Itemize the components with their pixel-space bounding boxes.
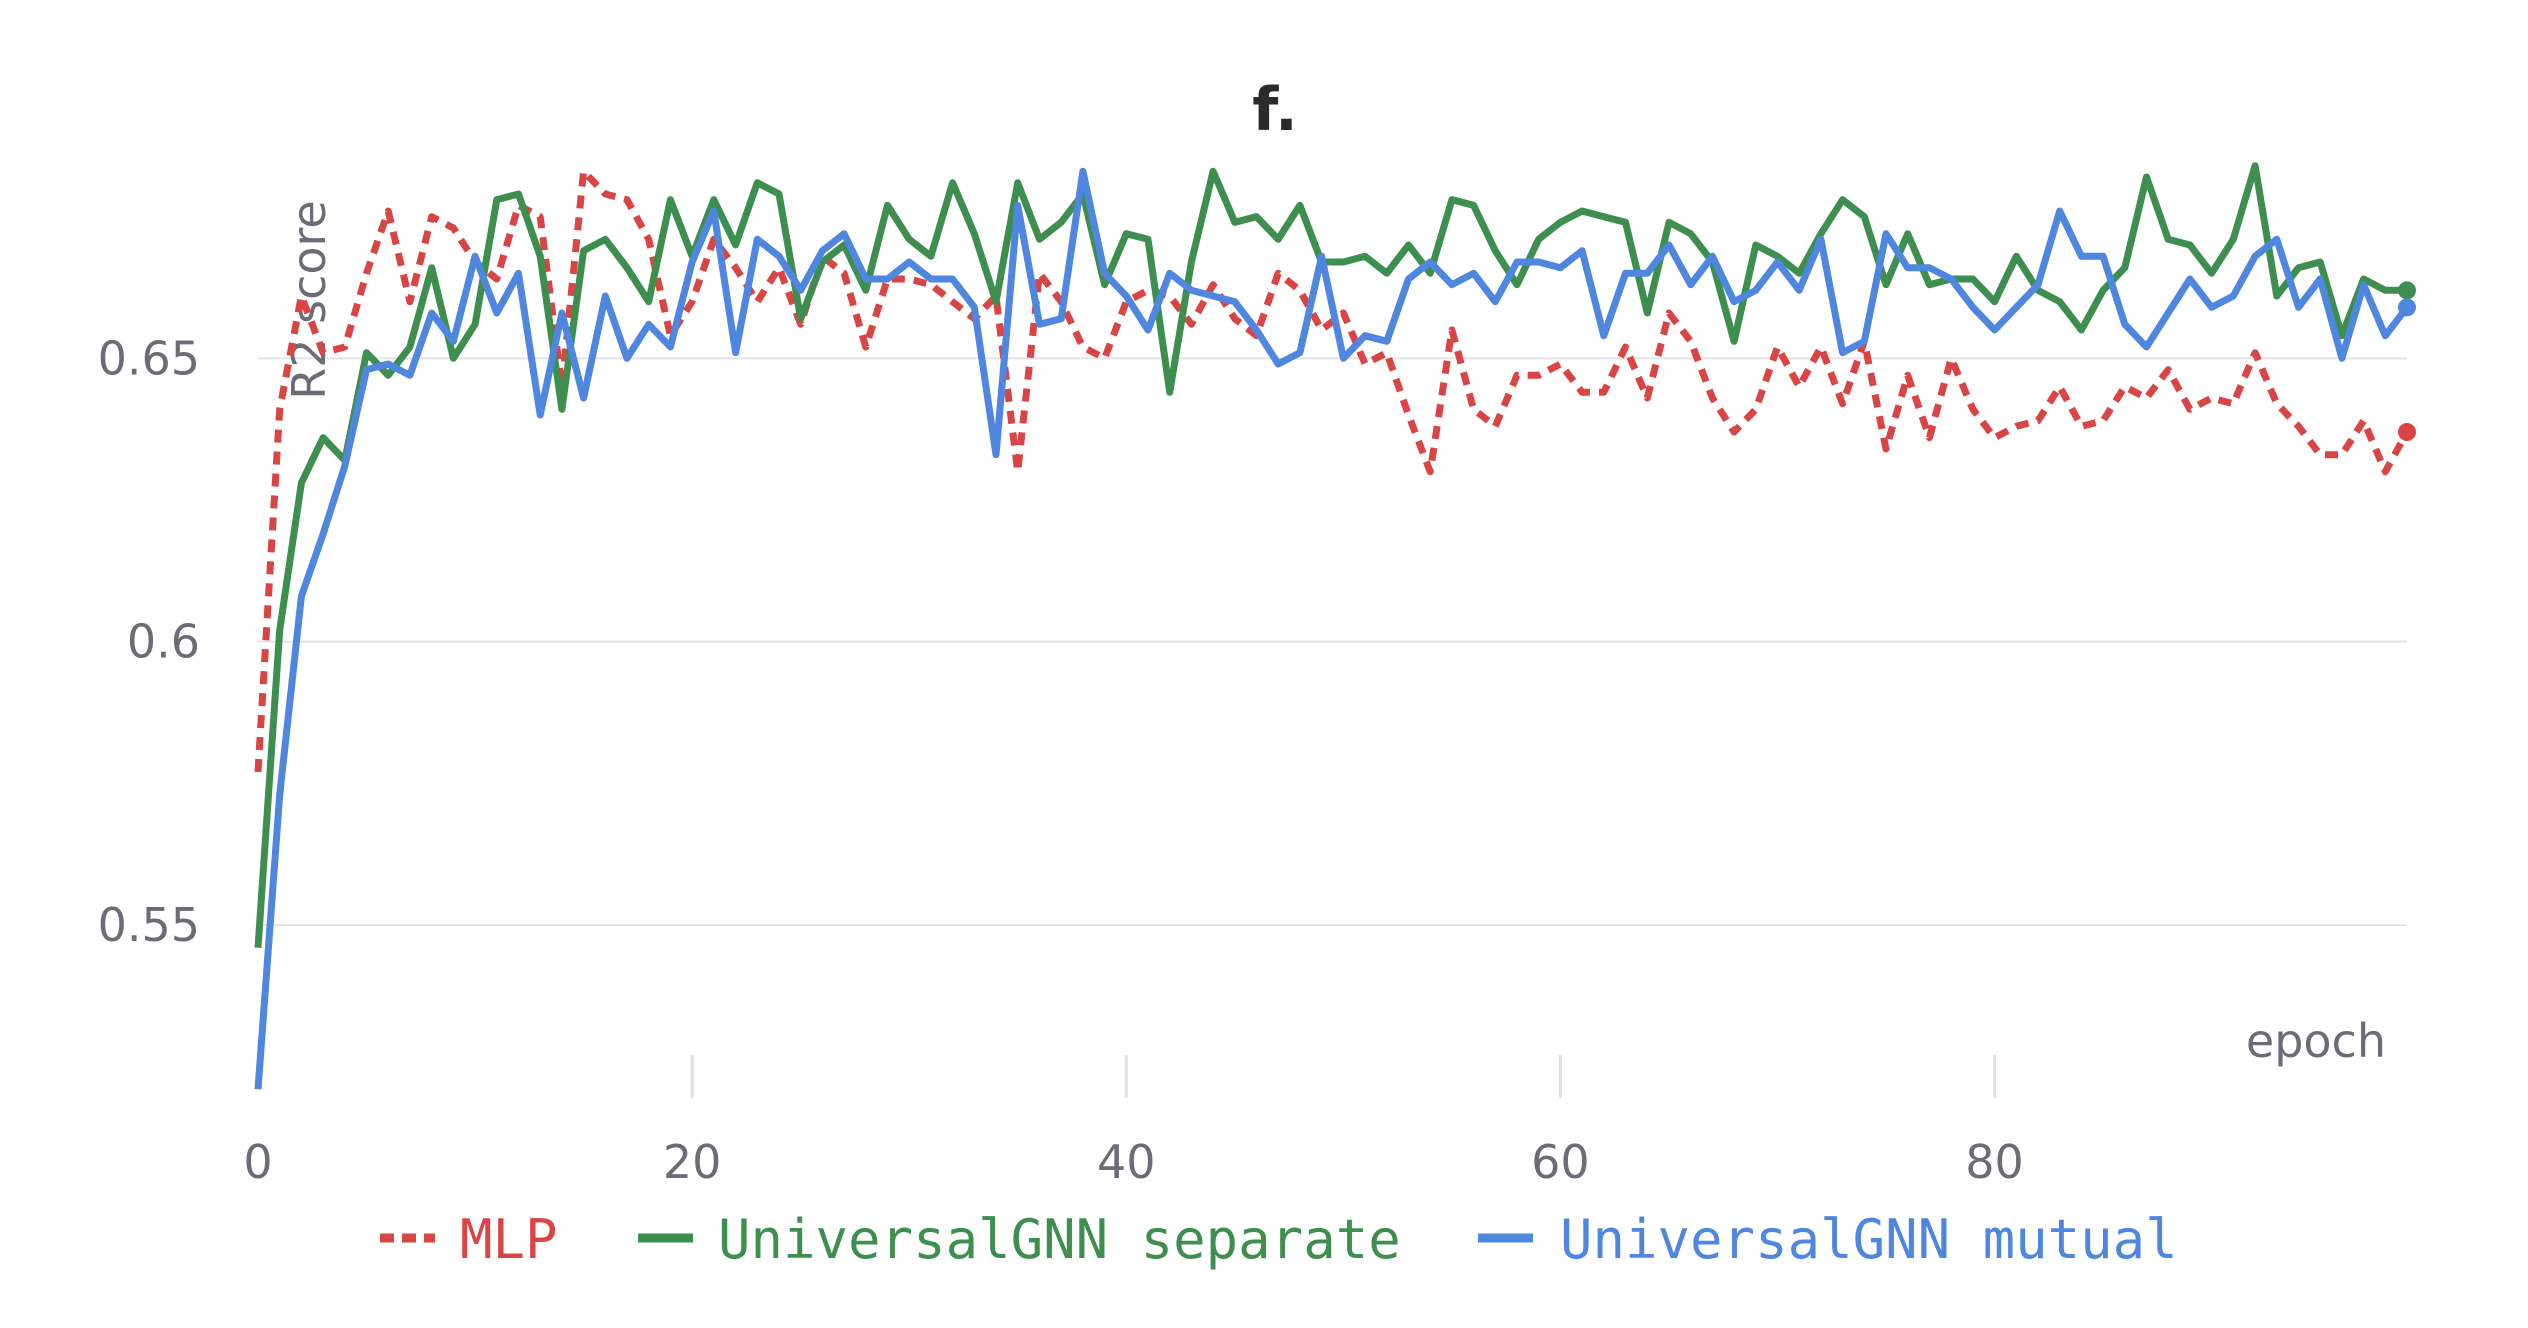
- series-end-point-0: [2398, 423, 2416, 441]
- legend-label: UniversalGNN separate: [718, 1208, 1401, 1271]
- legend-item-0: MLP: [380, 1208, 558, 1271]
- x-tick-label: 80: [1965, 1135, 2024, 1189]
- y-tick-label: 0.55: [98, 898, 200, 952]
- series-end-point-1: [2398, 281, 2416, 300]
- y-axis: 0.55 0.6 0.65: [98, 331, 200, 952]
- legend-label: UniversalGNN mutual: [1560, 1208, 2178, 1271]
- legend-item-2: UniversalGNN mutual: [1478, 1208, 2178, 1271]
- series-layer: [254, 162, 2416, 1090]
- x-tick-label: 20: [663, 1135, 722, 1189]
- chart-title: f.: [1252, 75, 1298, 145]
- y-tick-label: 0.65: [98, 331, 200, 385]
- series-line-2: [254, 167, 2410, 1090]
- x-tick-label: 60: [1531, 1135, 1590, 1189]
- legend-label: MLP: [460, 1208, 558, 1271]
- x-axis: 0 20 40 60 80: [243, 1055, 2024, 1189]
- x-axis-label: epoch: [2246, 1014, 2386, 1068]
- x-tick-label: 0: [243, 1135, 272, 1189]
- grid: [258, 357, 2407, 926]
- series-line-1: [254, 162, 2407, 948]
- x-tick-label: 40: [1097, 1135, 1156, 1189]
- legend: MLP UniversalGNN separate UniversalGNN mut…: [380, 1208, 2178, 1271]
- legend-item-1: UniversalGNN separate: [638, 1208, 1401, 1271]
- series-end-point-2: [2398, 298, 2416, 317]
- y-tick-label: 0.6: [127, 615, 200, 669]
